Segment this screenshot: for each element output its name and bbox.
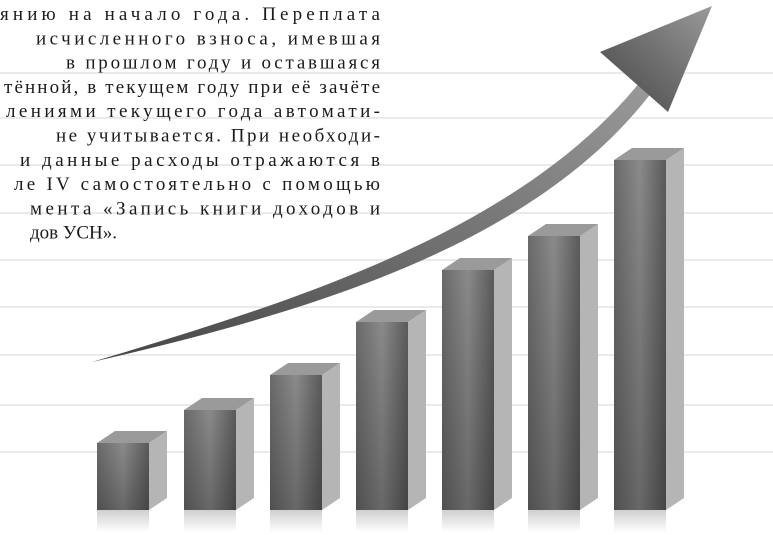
arrow (92, 6, 712, 362)
bar-side (494, 258, 512, 510)
bar-top (528, 224, 598, 236)
bar-top (184, 398, 254, 410)
bar-reflection (184, 510, 236, 532)
bar-reflection (270, 510, 322, 532)
bar-top (270, 363, 340, 375)
bar-shade (97, 443, 149, 510)
bar-shade (184, 410, 236, 510)
bar-illustration (97, 148, 684, 532)
bar-side (666, 148, 684, 510)
bar-top (442, 258, 512, 270)
bar-top (97, 431, 167, 443)
bar-shade (614, 160, 666, 510)
text-line: дов УСН». (30, 223, 117, 244)
bar-side (149, 431, 167, 510)
text-line: лениями текущего года автомати- (6, 101, 380, 122)
bar-reflection (614, 510, 666, 532)
text-line: и данные расходы отражаются в (20, 150, 380, 171)
bar-shade (442, 270, 494, 510)
text-line: ле IV самостоятельно с помощью (14, 174, 380, 195)
text-line: мента «Запись книги доходов и (30, 198, 380, 219)
bar-top (614, 148, 684, 160)
bar-reflection (97, 510, 149, 532)
text-line: янию на начало года. Переплата (0, 4, 381, 25)
bar-shade (356, 322, 408, 510)
bar-reflection (442, 510, 494, 532)
bar-reflection (528, 510, 580, 532)
bar-reflection (356, 510, 408, 532)
bar-shade (270, 375, 322, 510)
text-line: исчисленного взноса, имевшая (36, 28, 380, 49)
bar-shade (528, 236, 580, 510)
bar-side (236, 398, 254, 510)
text-line: в прошлом году и оставшаяся (66, 53, 380, 74)
text-line: тённой, в текущем году при её зачёте (4, 77, 380, 98)
text-block: янию на начало года. Переплата исчисленно… (0, 4, 381, 244)
bar-top (356, 310, 426, 322)
bar-side (408, 310, 426, 510)
text-line: не учитывается. При необходи- (56, 126, 380, 147)
bar-side (322, 363, 340, 510)
bar-side (580, 224, 598, 510)
